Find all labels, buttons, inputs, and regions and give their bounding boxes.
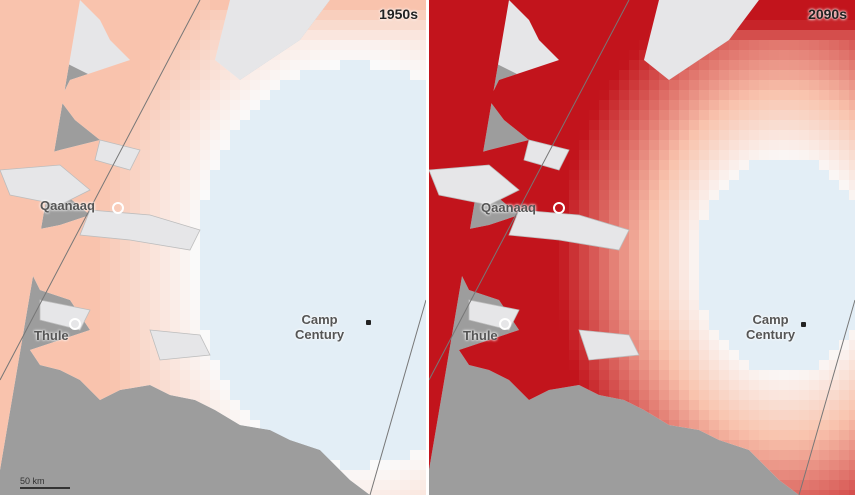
melt-map-2090s xyxy=(429,0,855,495)
thule-marker xyxy=(69,318,81,330)
thule-marker xyxy=(499,318,511,330)
qaanaaq-marker xyxy=(553,202,565,214)
place-label-thule: Thule xyxy=(463,328,498,343)
fjord-3 xyxy=(523,139,570,171)
graticule-line xyxy=(429,0,630,381)
era-label-1950s: 1950s xyxy=(379,6,418,22)
fjord-2 xyxy=(79,209,201,251)
qaanaaq-marker xyxy=(112,202,124,214)
place-label-thule: Thule xyxy=(34,328,69,343)
fjord-3 xyxy=(94,139,141,171)
camp-century-marker xyxy=(801,322,806,327)
camp-label-line1: Camp xyxy=(301,312,338,327)
graticule-line xyxy=(369,299,426,495)
place-label-qaanaaq: Qaanaaq xyxy=(481,200,536,215)
camp-century-marker xyxy=(366,320,371,325)
inlet-1 xyxy=(149,329,211,361)
map-panel-2090s: 2090s Qaanaaq Thule Camp Century xyxy=(429,0,855,495)
place-label-camp-century: Camp Century xyxy=(746,312,795,342)
camp-label-line2: Century xyxy=(295,327,345,342)
scale-line xyxy=(20,487,70,489)
fjord-2 xyxy=(508,209,630,251)
place-label-qaanaaq: Qaanaaq xyxy=(40,198,95,213)
era-label-2090s: 2090s xyxy=(808,6,847,22)
fjord-1 xyxy=(429,164,520,206)
inlet-1 xyxy=(578,329,640,361)
camp-label-line1: Camp xyxy=(752,312,789,327)
panel-divider xyxy=(426,0,429,495)
place-label-camp-century: Camp Century xyxy=(295,312,344,342)
camp-label-line2: Century xyxy=(746,327,796,342)
melt-map-1950s xyxy=(0,0,426,495)
graticule-line xyxy=(798,299,855,495)
map-panel-1950s: 1950s Qaanaaq Thule Camp Century 50 km xyxy=(0,0,426,495)
scale-bar: 50 km xyxy=(20,476,70,489)
graticule-line xyxy=(0,0,201,381)
fjord-1 xyxy=(0,164,91,206)
scale-label: 50 km xyxy=(20,476,45,486)
